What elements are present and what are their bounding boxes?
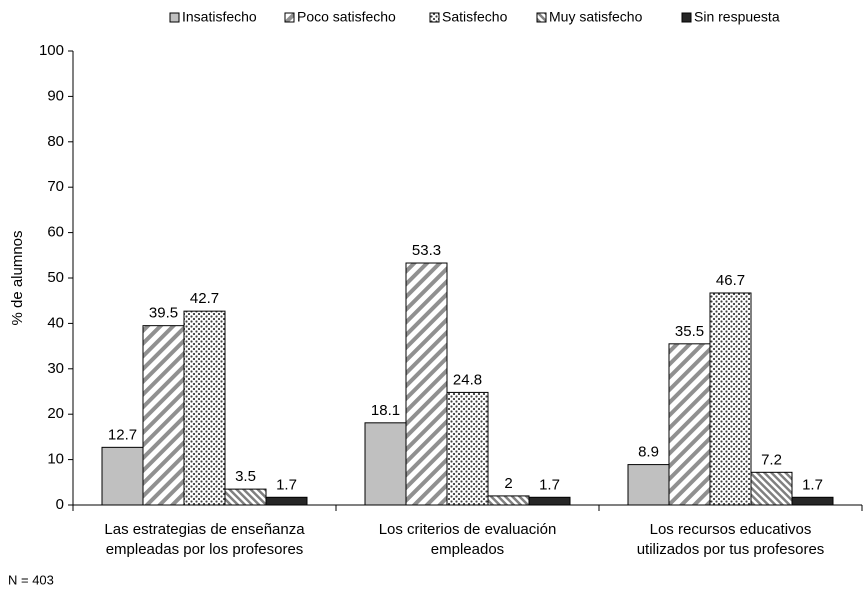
data-label: 1.7	[802, 476, 823, 493]
legend-label: Poco satisfecho	[297, 9, 396, 25]
legend-label: Sin respuesta	[694, 9, 780, 25]
data-label: 35.5	[675, 323, 704, 340]
bar	[709, 292, 752, 506]
bar	[627, 464, 670, 506]
y-tick-label: 0	[56, 496, 64, 513]
y-axis-label: % de alumnos	[9, 230, 26, 325]
data-label: 39.5	[149, 305, 178, 322]
y-tick-label: 20	[47, 405, 64, 422]
y-tick-label: 100	[39, 42, 64, 59]
legend-swatch	[284, 12, 295, 23]
data-label: 46.7	[716, 272, 745, 289]
data-label: 1.7	[276, 476, 297, 493]
bar	[668, 343, 711, 506]
legend-swatch	[429, 12, 440, 23]
bar	[405, 262, 448, 506]
y-tick-label: 90	[47, 87, 64, 104]
x-tick-label: Los recursos educativos utilizados por tu…	[637, 521, 825, 558]
y-tick-label: 60	[47, 224, 64, 241]
bar	[224, 488, 267, 506]
bar	[750, 471, 793, 506]
data-label: 7.2	[761, 451, 782, 468]
data-label: 24.8	[453, 371, 482, 388]
y-tick-label: 80	[47, 133, 64, 150]
legend: Insatisfecho Poco satisfecho Satisfecho Muy…	[169, 9, 780, 25]
bar	[265, 496, 308, 506]
x-tick-label-line: utilizados por tus profesores	[637, 541, 825, 558]
data-label: 53.3	[412, 242, 441, 259]
x-tick-label-line: Los recursos educativos	[650, 521, 812, 538]
bar	[183, 310, 226, 506]
y-tick-label: 40	[47, 314, 64, 331]
bar	[364, 422, 407, 506]
legend-swatch	[681, 12, 692, 23]
y-tick-label: 30	[47, 360, 64, 377]
bar	[791, 496, 834, 506]
legend-label: Satisfecho	[442, 9, 508, 25]
bar	[528, 496, 571, 506]
bar	[446, 391, 489, 506]
bar	[101, 446, 144, 506]
y-tick-label: 70	[47, 178, 64, 195]
data-label: 18.1	[371, 402, 400, 419]
data-label: 1.7	[539, 476, 560, 493]
data-label: 12.7	[108, 426, 137, 443]
legend-label: Muy satisfecho	[549, 9, 643, 25]
x-tick-label-line: empleadas por los profesores	[106, 541, 304, 558]
x-tick-label-line: empleados	[431, 541, 504, 558]
legend-label: Insatisfecho	[182, 9, 257, 25]
data-label: 2	[504, 475, 512, 492]
x-tick-label-line: Los criterios de evaluación	[379, 521, 557, 538]
y-tick-label: 10	[47, 451, 64, 468]
footnote: N = 403	[8, 572, 54, 587]
data-label: 8.9	[638, 444, 659, 461]
x-tick-label: Las estrategias de enseñanza empleadas po…	[104, 521, 305, 558]
data-label: 42.7	[190, 290, 219, 307]
legend-swatch	[169, 12, 180, 23]
x-tick-label: Los criterios de evaluación empleados	[379, 521, 557, 558]
y-tick-label: 50	[47, 269, 64, 286]
legend-swatch	[536, 12, 547, 23]
x-tick-label-line: Las estrategias de enseñanza	[104, 521, 305, 538]
bar	[142, 325, 185, 506]
bar	[487, 495, 530, 506]
data-label: 3.5	[235, 468, 256, 485]
